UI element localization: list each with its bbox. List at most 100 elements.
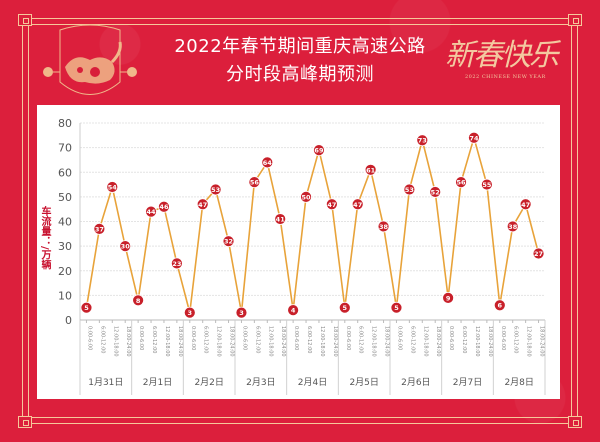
svg-text:69: 69	[314, 147, 324, 155]
data-point: 30	[119, 240, 132, 253]
svg-text:8: 8	[136, 297, 141, 305]
data-point: 5	[390, 301, 403, 314]
decorative-frame-inner	[28, 24, 572, 418]
x-tick-label: 12:00-18:00	[267, 326, 273, 357]
data-point: 69	[313, 144, 325, 156]
data-point: 47	[351, 198, 364, 211]
x-tick-label: 18:00-24:00	[332, 326, 338, 357]
x-tick-label: 6:00-12:00	[358, 326, 364, 353]
day-group-label: 2月5日	[349, 377, 378, 388]
data-point: 8	[132, 294, 145, 307]
svg-text:56: 56	[250, 179, 260, 187]
data-point: 73	[416, 134, 429, 147]
svg-text:73: 73	[418, 137, 427, 145]
svg-text:61: 61	[366, 166, 376, 174]
x-tick-label: 18:00-24:00	[177, 326, 183, 357]
data-point: 3	[183, 306, 196, 319]
data-point: 38	[506, 220, 519, 233]
greeting-text: 新春快乐	[445, 38, 559, 73]
x-tick-label: 0:00-6:00	[241, 326, 247, 350]
day-group-label: 2月6日	[401, 377, 430, 388]
svg-text:41: 41	[276, 216, 286, 224]
data-point: 47	[519, 198, 532, 211]
y-axis-label: 车流量：/万辆	[39, 206, 50, 270]
svg-text:23: 23	[172, 260, 181, 268]
frame-corner-bottom-left	[18, 416, 32, 428]
svg-text:32: 32	[224, 238, 233, 246]
greeting-subtext: 2022 CHINESE NEW YEAR	[465, 74, 546, 80]
day-group-label: 2月8日	[504, 377, 533, 388]
x-tick-label: 6:00-12:00	[409, 326, 415, 353]
frame-corner-top-left	[18, 14, 32, 26]
x-tick-label: 12:00-18:00	[112, 326, 118, 357]
svg-text:53: 53	[211, 186, 220, 194]
data-point: 61	[364, 163, 377, 176]
svg-text:37: 37	[95, 225, 104, 233]
svg-text:38: 38	[508, 223, 518, 231]
data-point: 54	[106, 181, 119, 193]
data-point: 6	[493, 299, 506, 312]
x-tick-label: 0:00-6:00	[448, 326, 454, 350]
day-group-label: 2月2日	[194, 377, 223, 388]
x-tick-label: 12:00-18:00	[319, 326, 325, 357]
y-tick-label: 80	[58, 117, 72, 130]
chart-panel	[37, 105, 560, 399]
data-point: 56	[248, 176, 261, 189]
data-point: 46	[158, 200, 170, 213]
chart-title-line1: 2022年春节期间重庆高速公路	[174, 36, 426, 57]
svg-text:44: 44	[147, 208, 157, 216]
x-tick-label: 0:00-6:00	[345, 326, 351, 350]
data-point: 74	[468, 131, 480, 144]
data-point: 47	[196, 198, 209, 211]
data-point: 50	[300, 190, 312, 203]
data-point: 3	[235, 306, 248, 319]
y-tick-label: 70	[58, 142, 72, 155]
y-tick-label: 40	[58, 216, 72, 229]
data-point: 5	[80, 301, 93, 314]
data-point: 53	[209, 183, 222, 196]
svg-text:46: 46	[159, 203, 169, 211]
data-point: 37	[93, 222, 106, 235]
frame-corner-bottom-right	[568, 416, 582, 428]
day-group-label: 2月7日	[453, 377, 482, 388]
svg-text:27: 27	[534, 250, 543, 258]
x-tick-label: 6:00-12:00	[461, 326, 467, 353]
svg-text:5: 5	[84, 304, 89, 312]
day-group-label: 1月31日	[88, 377, 123, 388]
x-tick-label: 0:00-6:00	[293, 326, 299, 350]
svg-text:5: 5	[394, 304, 399, 312]
svg-text:5: 5	[343, 304, 348, 312]
x-tick-label: 0:00-6:00	[500, 326, 506, 350]
y-tick-label: 30	[58, 240, 72, 253]
x-tick-label: 0:00-6:00	[396, 326, 402, 350]
x-tick-label: 18:00-24:00	[125, 326, 131, 357]
svg-text:47: 47	[353, 201, 362, 209]
svg-text:47: 47	[198, 201, 207, 209]
x-tick-label: 12:00-18:00	[474, 326, 480, 357]
x-tick-label: 6:00-12:00	[151, 326, 157, 353]
svg-text:3: 3	[239, 309, 244, 317]
data-point: 4	[287, 304, 300, 317]
x-tick-label: 6:00-12:00	[203, 326, 209, 353]
day-group-label: 2月4日	[298, 377, 327, 388]
data-point: 41	[274, 213, 287, 225]
x-tick-label: 12:00-18:00	[526, 326, 532, 357]
x-tick-label: 18:00-24:00	[229, 326, 235, 357]
data-point: 9	[442, 291, 455, 304]
svg-text:53: 53	[405, 186, 414, 194]
decorative-frame-outer	[22, 18, 578, 424]
x-tick-label: 12:00-18:00	[216, 326, 222, 357]
tiger-emblem-icon	[43, 24, 137, 95]
data-point: 23	[170, 257, 183, 270]
day-group-label: 2月3日	[246, 377, 275, 388]
x-tick-label: 18:00-24:00	[487, 326, 493, 357]
data-point: 53	[403, 183, 416, 196]
svg-text:30: 30	[121, 243, 131, 251]
frame-corner-top-right	[568, 14, 582, 26]
x-tick-label: 6:00-12:00	[306, 326, 312, 353]
svg-text:47: 47	[521, 201, 530, 209]
svg-text:6: 6	[498, 302, 503, 310]
x-tick-label: 6:00-12:00	[99, 326, 105, 353]
data-point: 5	[338, 301, 351, 314]
x-tick-label: 12:00-18:00	[371, 326, 377, 357]
